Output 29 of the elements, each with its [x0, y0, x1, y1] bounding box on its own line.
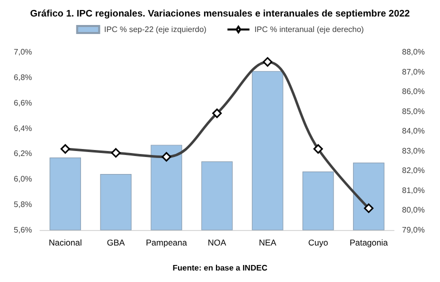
legend-label: IPC % sep-22 (eje izquierdo) — [104, 25, 207, 34]
y2-tick-label: 85,0% — [402, 106, 425, 116]
y-tick-label: 6,0% — [14, 174, 32, 184]
y-tick-label: 7,0% — [14, 48, 32, 56]
x-tick-label: NOA — [208, 238, 227, 248]
y-tick-label: 5,8% — [14, 200, 32, 210]
legend-label: IPC % interanual (eje derecho) — [254, 25, 364, 34]
y2-tick-label: 80,0% — [402, 206, 425, 215]
x-tick-label: GBA — [106, 238, 126, 248]
y2-tick-label: 81,0% — [402, 186, 425, 195]
x-tick-label: Pampeana — [146, 238, 188, 248]
chart-title: Gráfico 1. IPC regionales. Variaciones mensuales e interanuales de septiembre 2022 — [30, 8, 410, 20]
source-note: Fuente: en base a INDEC — [172, 264, 268, 272]
y2-tick-label: 88,0% — [402, 48, 425, 56]
y2-tick-label: 79,0% — [402, 226, 425, 234]
y2-tick-label: 87,0% — [402, 67, 425, 76]
x-tick-label: NEA — [258, 238, 277, 248]
x-tick-label: Nacional — [48, 238, 82, 248]
y-tick-label: 6,6% — [14, 98, 32, 108]
y2-tick-label: 86,0% — [402, 87, 425, 96]
y2-tick-label: 82,0% — [402, 166, 425, 176]
x-tick-label: Cuyo — [308, 238, 328, 248]
y-tick-label: 6,8% — [14, 72, 32, 82]
y-tick-label: 5,6% — [14, 226, 32, 234]
y-tick-label: 6,2% — [14, 149, 32, 158]
y2-tick-label: 83,0% — [402, 146, 425, 156]
y2-tick-label: 84,0% — [402, 126, 425, 136]
x-tick-label: Patagonia — [350, 238, 388, 248]
y-tick-label: 6,4% — [14, 124, 32, 133]
